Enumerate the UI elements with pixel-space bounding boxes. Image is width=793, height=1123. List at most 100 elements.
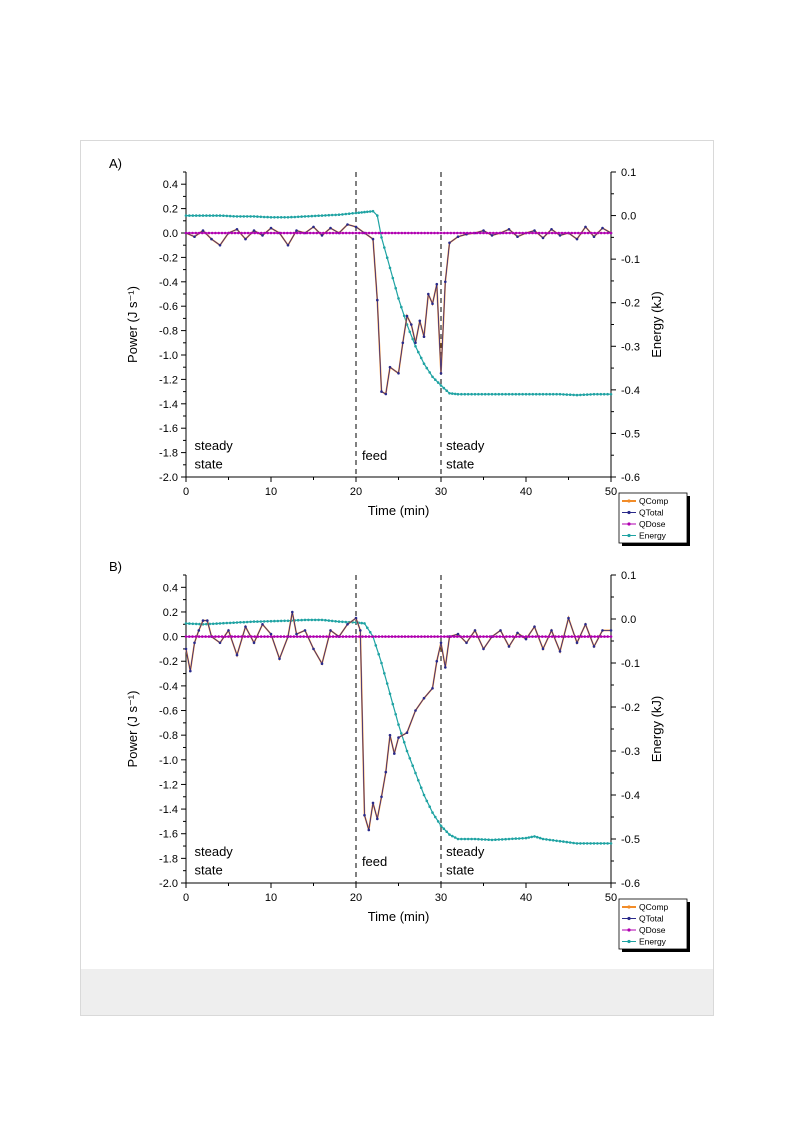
data-point (344, 231, 348, 235)
data-point (384, 231, 387, 235)
data-point (439, 824, 443, 828)
data-point (514, 635, 518, 638)
data-point (517, 837, 521, 840)
data-point (562, 393, 565, 396)
data-point (201, 214, 205, 217)
data-point (449, 231, 453, 235)
data-point (558, 234, 562, 237)
data-point (397, 723, 400, 726)
data-point (433, 635, 436, 638)
data-point (475, 635, 479, 638)
data-point (494, 838, 497, 841)
data-point (232, 215, 235, 218)
data-point (609, 231, 613, 235)
left-tick-label: -0.4 (159, 681, 178, 693)
legend-label: QDose (639, 925, 666, 935)
data-point (431, 687, 434, 690)
data-point (411, 337, 415, 341)
data-point (250, 231, 253, 235)
data-point (278, 657, 281, 661)
left-tick-label: 0.4 (163, 582, 178, 594)
data-point (391, 702, 395, 706)
data-point (548, 838, 552, 842)
data-point (344, 620, 348, 624)
data-point (320, 214, 324, 217)
data-point (244, 237, 247, 241)
data-point (477, 392, 480, 396)
data-point (341, 231, 345, 235)
data-point (558, 650, 562, 653)
data-point (470, 392, 473, 396)
left-tick-label: -1.0 (159, 350, 178, 362)
data-point (220, 231, 224, 235)
data-point (218, 622, 222, 625)
data-point (439, 372, 443, 375)
data-point (235, 228, 239, 231)
data-point (460, 837, 463, 841)
data-point (279, 231, 283, 235)
data-point (413, 231, 417, 235)
data-point (225, 214, 229, 218)
data-point (380, 231, 384, 235)
data-point (507, 392, 511, 396)
data-point (567, 635, 570, 638)
legend-label: QTotal (639, 508, 664, 518)
data-point (573, 231, 577, 235)
data-point (347, 212, 351, 215)
legend-label: QComp (639, 902, 669, 912)
data-point (422, 335, 426, 338)
data-point (558, 392, 562, 396)
data-point (448, 241, 451, 245)
right-axis-title: Energy (kJ) (649, 291, 664, 357)
data-point (585, 842, 589, 845)
data-point (451, 392, 454, 395)
data-point (346, 623, 349, 626)
data-point (477, 837, 480, 841)
data-point (283, 619, 286, 623)
data-point (524, 231, 528, 235)
data-point (531, 231, 534, 235)
data-point (580, 231, 583, 235)
data-point (367, 635, 371, 638)
data-point (596, 842, 599, 845)
data-point (533, 835, 536, 838)
data-point (414, 709, 417, 712)
data-point (439, 635, 443, 638)
data-point (376, 214, 379, 217)
data-point (366, 626, 369, 630)
data-point (223, 231, 227, 235)
data-point (583, 635, 587, 638)
data-point (602, 842, 606, 845)
data-point (318, 635, 322, 638)
data-point (579, 393, 582, 397)
data-point (453, 836, 457, 839)
data-point (269, 619, 273, 623)
data-point (279, 619, 283, 623)
data-point (583, 231, 587, 235)
data-point (201, 231, 204, 235)
data-point (194, 622, 198, 626)
data-point (318, 231, 322, 235)
right-tick-label: -0.2 (621, 702, 640, 714)
data-point (390, 635, 394, 638)
chart-panel-b: B) 0.4 0.2 0.0 -0.2 -0.4 -0.6 -0.8 -1.0 -1.2 -1.4 -… (109, 559, 690, 952)
left-tick-label: -0.2 (159, 656, 178, 668)
data-point (592, 392, 596, 396)
data-point (405, 731, 409, 734)
x-tick-label: 20 (350, 892, 362, 904)
data-point (403, 231, 407, 235)
data-point (482, 231, 485, 235)
data-point (401, 341, 405, 345)
data-point (376, 298, 379, 302)
data-point (528, 392, 531, 396)
data-point (320, 234, 324, 237)
data-point (545, 838, 548, 841)
phase-annotation: feed (362, 448, 387, 463)
data-point (310, 618, 314, 622)
data-point (575, 641, 579, 645)
data-point (252, 215, 256, 218)
legend-marker (627, 928, 631, 932)
data-point (422, 793, 426, 797)
data-point (580, 635, 583, 638)
data-point (536, 835, 539, 839)
